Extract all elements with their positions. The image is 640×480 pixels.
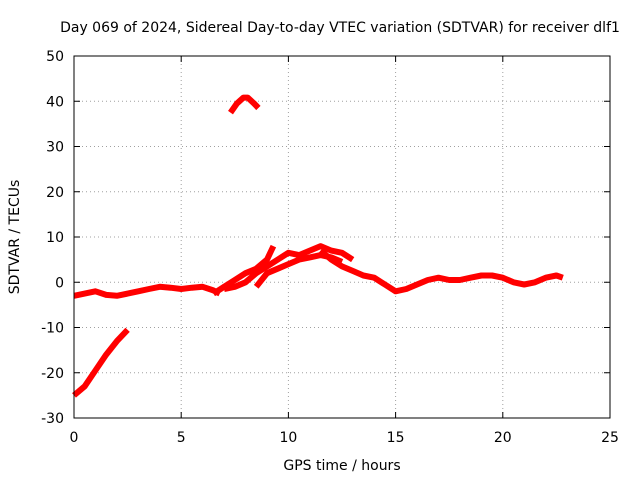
- y-tick-label: -10: [41, 321, 64, 337]
- y-tick-label: 30: [46, 140, 64, 156]
- y-axis-label: SDTVAR / TECUs: [7, 180, 23, 295]
- y-tick-label: 10: [46, 230, 64, 246]
- y-tick-label: 50: [46, 49, 64, 65]
- x-tick-label: 10: [279, 430, 297, 446]
- x-tick-label: 20: [494, 430, 512, 446]
- series-descending-arc: [72, 327, 130, 398]
- series-baseline-track: [73, 283, 222, 299]
- y-tick-label: 20: [46, 185, 64, 201]
- series-upper-arc: [228, 94, 261, 115]
- x-axis-label: GPS time / hours: [283, 458, 400, 474]
- y-tick-label: 40: [46, 94, 64, 110]
- series-evening-track: [318, 248, 564, 295]
- series-rising-track-b: [223, 243, 355, 292]
- grid: [74, 56, 610, 418]
- ticks: 0 5 10 15 20 25 -30 -20 -10 0 10 20 30 40 50: [41, 49, 619, 446]
- series-group: [72, 94, 564, 398]
- y-tick-label: -20: [41, 366, 64, 382]
- y-tick-label: 0: [55, 275, 64, 291]
- x-tick-label: 0: [70, 430, 79, 446]
- chart-title: Day 069 of 2024, Sidereal Day-to-day VTE…: [60, 20, 620, 36]
- y-tick-label: -30: [41, 411, 64, 427]
- x-tick-label: 25: [601, 430, 619, 446]
- x-tick-label: 5: [177, 430, 186, 446]
- x-tick-label: 15: [387, 430, 405, 446]
